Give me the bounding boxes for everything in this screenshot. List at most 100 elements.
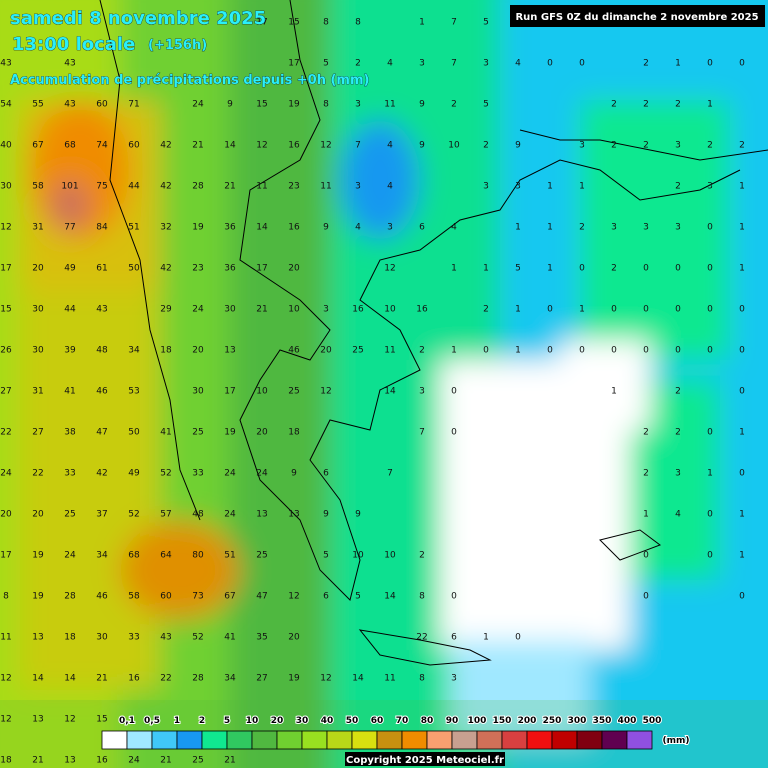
grid-value: 0 — [643, 592, 649, 602]
legend-swatch — [151, 730, 178, 750]
legend-label: 0,1 — [119, 716, 135, 726]
grid-value: 17 — [224, 387, 235, 397]
grid-value: 18 — [64, 633, 76, 643]
grid-value: 27 — [0, 387, 11, 397]
grid-value: 3 — [355, 100, 361, 110]
grid-value: 5 — [483, 18, 489, 28]
grid-value: 30 — [96, 633, 108, 643]
grid-value: 2 — [643, 59, 649, 69]
grid-value: 0 — [739, 592, 745, 602]
grid-value: 24 — [192, 100, 204, 110]
grid-value: 17 — [0, 551, 11, 561]
grid-value: 12 — [288, 592, 299, 602]
grid-value: 14 — [224, 141, 236, 151]
legend-swatch — [351, 730, 378, 750]
grid-value: 12 — [320, 141, 331, 151]
grid-value: 0 — [707, 510, 713, 520]
grid-value: 2 — [675, 428, 681, 438]
grid-value: 34 — [128, 346, 140, 356]
legend-swatch — [276, 730, 303, 750]
grid-value: 9 — [355, 510, 361, 520]
grid-value: 0 — [643, 305, 649, 315]
grid-value: 20 — [288, 264, 300, 274]
grid-value: 68 — [64, 141, 76, 151]
grid-value: 0 — [707, 59, 713, 69]
time: 13:00 locale — [12, 34, 135, 55]
grid-value: 25 — [192, 428, 203, 438]
legend-label: 90 — [446, 716, 459, 726]
grid-value: 33 — [64, 469, 75, 479]
grid-value: 11 — [384, 100, 395, 110]
legend-swatch — [626, 730, 653, 750]
grid-value: 38 — [64, 428, 76, 438]
legend-swatch — [551, 730, 578, 750]
grid-value: 21 — [96, 674, 107, 684]
grid-value: 14 — [256, 223, 268, 233]
grid-value: 41 — [160, 428, 171, 438]
grid-value: 43 — [64, 59, 75, 69]
grid-value: 18 — [0, 756, 12, 766]
grid-value: 3 — [387, 223, 393, 233]
grid-value: 4 — [515, 59, 521, 69]
grid-value: 5 — [515, 264, 521, 274]
legend-label: 350 — [593, 716, 612, 726]
grid-value: 20 — [0, 510, 12, 520]
grid-value: 1 — [707, 100, 713, 110]
grid-value: 6 — [451, 633, 457, 643]
grid-value: 6 — [323, 469, 329, 479]
grid-value: 12 — [384, 264, 395, 274]
grid-value: 2 — [611, 264, 617, 274]
grid-value: 60 — [160, 592, 172, 602]
grid-value: 10 — [384, 305, 396, 315]
grid-value: 16 — [96, 756, 108, 766]
grid-value: 1 — [483, 633, 489, 643]
grid-value: 28 — [192, 674, 204, 684]
grid-value: 11 — [320, 182, 331, 192]
grid-value: 2 — [739, 141, 745, 151]
grid-value: 14 — [32, 674, 44, 684]
grid-value: 25 — [352, 346, 363, 356]
grid-value: 31 — [32, 387, 43, 397]
copyright-box — [345, 752, 505, 766]
lead-time: (+156h) — [148, 38, 207, 53]
grid-value: 7 — [451, 59, 457, 69]
grid-value: 7 — [387, 469, 393, 479]
grid-value: 0 — [643, 551, 649, 561]
legend-label: 30 — [296, 716, 309, 726]
grid-value: 1 — [547, 223, 553, 233]
legend-label: 50 — [346, 716, 359, 726]
grid-value: 0 — [675, 305, 681, 315]
grid-value: 46 — [288, 346, 300, 356]
legend-swatch — [451, 730, 478, 750]
grid-value: 22 — [160, 674, 171, 684]
grid-value: 27 — [32, 428, 43, 438]
legend-label: 80 — [421, 716, 434, 726]
grid-value: 71 — [128, 100, 139, 110]
legend-label: 40 — [321, 716, 334, 726]
grid-value: 17 — [288, 59, 299, 69]
grid-value: 42 — [96, 469, 107, 479]
grid-value: 51 — [224, 551, 235, 561]
legend-label: 70 — [396, 716, 409, 726]
grid-value: 2 — [419, 551, 425, 561]
grid-value: 16 — [128, 674, 140, 684]
grid-value: 12 — [256, 141, 267, 151]
legend-swatch — [401, 730, 428, 750]
grid-value: 0 — [547, 59, 553, 69]
grid-value: 49 — [128, 469, 140, 479]
grid-value: 18 — [160, 346, 172, 356]
grid-value: 3 — [675, 223, 681, 233]
grid-value: 34 — [224, 674, 236, 684]
grid-value: 8 — [323, 100, 329, 110]
legend-swatch — [101, 730, 128, 750]
grid-value: 1 — [483, 264, 489, 274]
grid-value: 41 — [64, 387, 75, 397]
grid-value: 47 — [256, 592, 267, 602]
grid-value: 6 — [419, 223, 425, 233]
grid-value: 1 — [515, 223, 521, 233]
grid-value: 30 — [192, 387, 204, 397]
grid-value: 5 — [323, 551, 329, 561]
grid-value: 30 — [32, 305, 44, 315]
grid-value: 101 — [61, 182, 78, 192]
grid-value: 0 — [707, 346, 713, 356]
